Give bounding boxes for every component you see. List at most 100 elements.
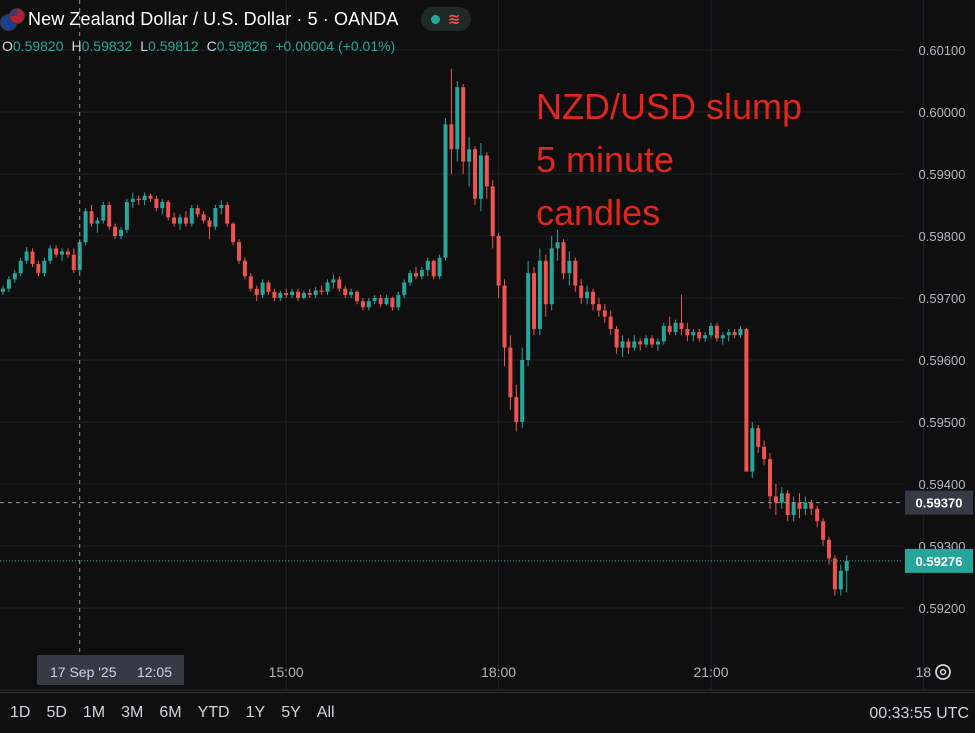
candle-body	[6, 279, 11, 289]
price-axis[interactable]: 0.592000.593000.594000.595000.596000.597…	[905, 43, 973, 616]
candle-body	[296, 291, 300, 298]
candle	[508, 335, 513, 410]
candles	[1, 68, 849, 596]
range-all[interactable]: All	[316, 704, 335, 721]
candle	[768, 453, 772, 509]
chart-settings-icon[interactable]	[935, 664, 951, 680]
candle	[644, 335, 649, 348]
candle-body	[514, 397, 519, 422]
high-value: 0.59832	[81, 38, 133, 54]
date-range-selector: 1D 5D 1M 3M 6M YTD 1Y 5Y All	[2, 704, 343, 722]
candle-body	[419, 270, 424, 277]
candle-body	[791, 502, 796, 515]
close-label: C	[206, 38, 217, 54]
candle-body	[18, 260, 23, 274]
candle	[431, 259, 436, 280]
candle-body	[124, 201, 129, 230]
range-1m[interactable]: 1M	[82, 704, 106, 721]
market-status-badge[interactable]: ≋	[420, 7, 471, 31]
candle-body	[148, 195, 153, 199]
range-1y[interactable]: 1Y	[245, 704, 266, 721]
candle	[30, 248, 35, 267]
price-tick-label: 0.60100	[919, 43, 966, 58]
bar-replay-icon: ≋	[447, 10, 461, 28]
range-5d[interactable]: 5D	[46, 704, 67, 721]
candle-body	[832, 558, 837, 590]
crosshair-price-box	[905, 490, 973, 515]
price-tick-label: 0.60000	[919, 105, 966, 120]
candle	[355, 290, 359, 305]
candle-body	[390, 298, 395, 308]
crosshair-time-box	[37, 655, 184, 685]
candle-body	[549, 248, 554, 305]
candle	[744, 327, 749, 472]
candle	[797, 493, 802, 519]
candle-body	[827, 539, 831, 559]
range-3m[interactable]: 3M	[121, 704, 144, 721]
candle	[608, 310, 613, 336]
candle-body	[219, 205, 224, 209]
range-ytd[interactable]: YTD	[197, 704, 230, 721]
time-axis[interactable]: 15:00 18:00 21:00 18 17 Sep '25 12:05	[37, 655, 951, 685]
candle	[803, 496, 808, 515]
candle	[284, 288, 289, 298]
symbol-title[interactable]: New Zealand Dollar / U.S. Dollar · 5 · O…	[28, 8, 399, 29]
candle	[815, 505, 820, 528]
candle	[113, 223, 118, 240]
range-6m[interactable]: 6M	[159, 704, 182, 721]
candle-body	[343, 288, 348, 295]
candle-body	[591, 291, 595, 305]
candle-body	[160, 201, 165, 209]
chart-annotation: NZD/USD slump 5 minute candles	[536, 86, 803, 233]
candle	[71, 248, 76, 274]
candle	[378, 294, 383, 308]
candle-body	[744, 329, 749, 472]
range-1d[interactable]: 1D	[10, 704, 31, 721]
candle-body	[821, 521, 826, 540]
candle-body	[797, 502, 802, 509]
candle	[573, 257, 578, 292]
candle	[396, 291, 401, 311]
candle	[620, 335, 625, 357]
candle-body	[762, 446, 767, 460]
candle-body	[520, 360, 525, 422]
candle	[142, 192, 147, 205]
candle-body	[260, 282, 265, 295]
candle-body	[396, 294, 401, 308]
crosshair-time-label: 12:05	[137, 664, 172, 680]
candle-body	[372, 298, 377, 302]
candle-body	[225, 205, 230, 224]
candle-body	[201, 214, 206, 221]
candle	[36, 260, 41, 277]
candle-body	[461, 87, 466, 162]
candle-body	[172, 217, 177, 224]
candle	[449, 68, 454, 174]
candle	[750, 422, 755, 478]
low-value: 0.59812	[148, 38, 199, 54]
candle-body	[561, 242, 566, 274]
candle	[231, 222, 236, 246]
candle-body	[60, 251, 64, 255]
candle	[685, 322, 690, 342]
utc-clock[interactable]: 00:33:55 UTC	[869, 705, 969, 722]
time-tick-label: 18:00	[481, 664, 516, 680]
candle	[136, 195, 141, 205]
market-status-dot-icon	[430, 14, 440, 24]
candle-body	[237, 242, 241, 261]
candle	[473, 146, 477, 205]
candle-body	[579, 285, 584, 298]
candle-body	[154, 198, 159, 209]
candle-body	[667, 325, 672, 333]
candle-body	[632, 341, 637, 348]
candle-body	[809, 502, 814, 509]
price-tick-label: 0.59200	[919, 601, 966, 616]
nzd-usd-flag-icon	[0, 8, 25, 31]
candle	[579, 279, 584, 305]
range-5y[interactable]: 5Y	[281, 704, 301, 721]
candle	[632, 335, 637, 351]
candle-body	[714, 325, 719, 339]
candle-body	[248, 276, 253, 289]
candle-body	[732, 332, 737, 336]
candle	[720, 332, 725, 345]
